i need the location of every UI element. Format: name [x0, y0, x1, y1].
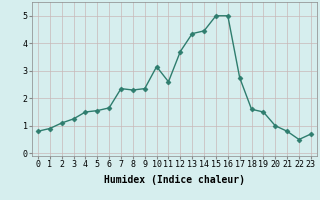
X-axis label: Humidex (Indice chaleur): Humidex (Indice chaleur) [104, 175, 245, 185]
